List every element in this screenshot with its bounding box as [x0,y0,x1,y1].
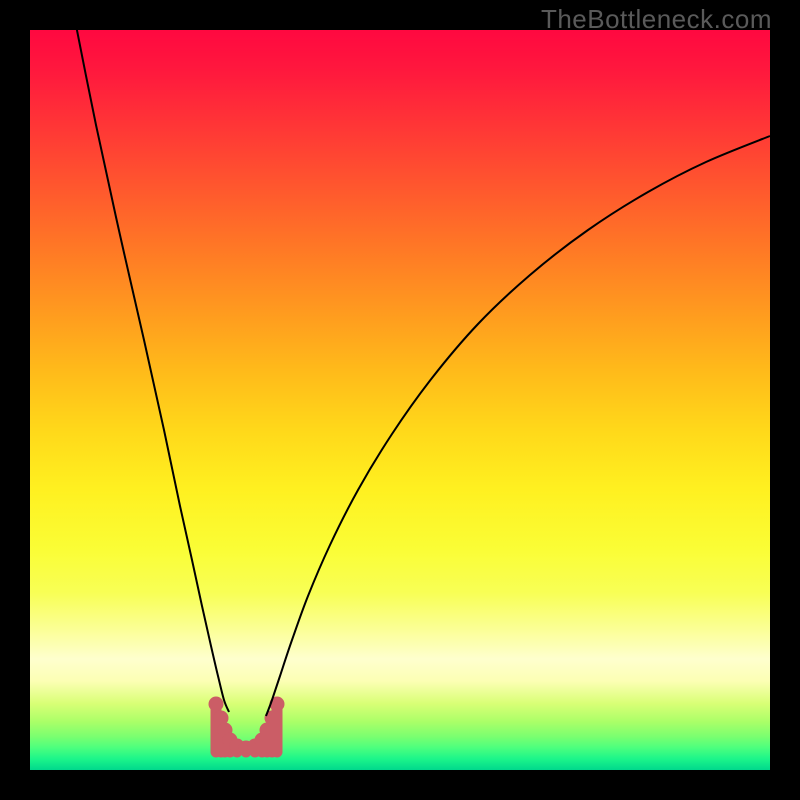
bottleneck-chart [0,0,800,800]
plot-background [30,30,770,770]
watermark-text: TheBottleneck.com [541,4,772,35]
